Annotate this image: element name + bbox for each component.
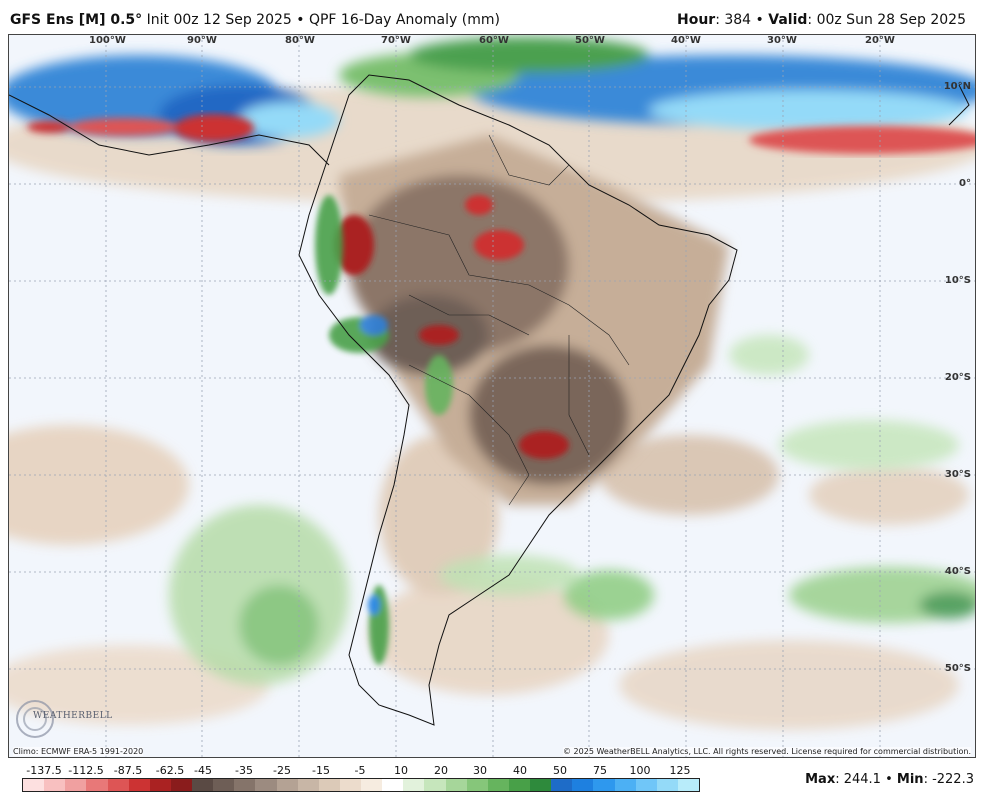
lon-label: 40°W	[671, 35, 701, 46]
colorbar-swatch	[255, 779, 277, 791]
colorbar-swatch	[614, 779, 636, 791]
map-title: GFS Ens [M] 0.5° Init 00z 12 Sep 2025 • …	[10, 12, 500, 28]
colorbar	[22, 778, 700, 792]
colorbar-tick: 10	[394, 764, 408, 777]
colorbar-swatch	[192, 779, 214, 791]
colorbar-tick: -137.5	[26, 764, 62, 777]
colorbar-swatch	[508, 779, 530, 791]
colorbar-swatch	[297, 779, 319, 791]
lon-label: 80°W	[285, 35, 315, 46]
colorbar-ticks: -137.5 -112.5 -87.5 -62.5 -45 -35 -25 -1…	[22, 764, 702, 778]
colorbar-swatch	[530, 779, 552, 791]
lat-label: 20°S	[944, 372, 971, 383]
min-value: -222.3	[932, 772, 974, 787]
colorbar-tick: -62.5	[155, 764, 185, 777]
precip-anomaly-map[interactable]: 100°W 90°W 80°W 70°W 60°W 50°W 40°W 30°W…	[8, 34, 976, 758]
colorbar-tick: -5	[354, 764, 366, 777]
colorbar-tick: 20	[434, 764, 448, 777]
colorbar-swatch	[318, 779, 340, 791]
colorbar-swatch	[635, 779, 657, 791]
lat-label: 10°N	[943, 81, 971, 92]
colorbar-swatch	[656, 779, 678, 791]
colorbar-swatch	[403, 779, 425, 791]
lon-label: 60°W	[479, 35, 509, 46]
colorbar-swatch	[23, 779, 45, 791]
colorbar-swatch	[44, 779, 66, 791]
colorbar-tick: -87.5	[113, 764, 143, 777]
model-name: GFS Ens [M] 0.5	[10, 12, 136, 28]
colorbar-swatch	[593, 779, 615, 791]
weatherbell-logo: WEATHERBELL	[13, 697, 123, 739]
colorbar-tick: 30	[473, 764, 487, 777]
lon-label: 90°W	[187, 35, 217, 46]
colorbar-tick: 50	[553, 764, 567, 777]
climo-credit: Climo: ECMWF ERA-5 1991-2020	[13, 747, 144, 756]
colorbar-swatch	[213, 779, 235, 791]
colorbar-swatch	[128, 779, 150, 791]
colorbar-swatch	[445, 779, 467, 791]
colorbar-tick: 100	[629, 764, 651, 777]
lat-label: 10°S	[944, 275, 971, 286]
lon-label: 50°W	[575, 35, 605, 46]
lon-label: 100°W	[89, 35, 126, 46]
colorbar-tick: 75	[593, 764, 607, 777]
colorbar-swatch	[466, 779, 488, 791]
lon-label: 20°W	[865, 35, 895, 46]
lat-label: 0°	[959, 178, 971, 189]
colorbar-swatch	[487, 779, 509, 791]
colorbar-tick: -15	[312, 764, 330, 777]
colorbar-swatch	[424, 779, 446, 791]
colorbar-tick: -25	[273, 764, 291, 777]
map-canvas	[9, 35, 975, 757]
colorbar-swatch	[234, 779, 256, 791]
valid-time: Hour: 384 • Valid: 00z Sun 28 Sep 2025	[676, 12, 966, 28]
lat-label: 30°S	[944, 469, 971, 480]
colorbar-swatch	[276, 779, 298, 791]
product-name: QPF 16-Day Anomaly (mm)	[308, 12, 500, 28]
colorbar-swatch	[361, 779, 383, 791]
colorbar-swatch	[65, 779, 87, 791]
colorbar-swatch	[551, 779, 573, 791]
lon-label: 30°W	[767, 35, 797, 46]
copyright-credit: © 2025 WeatherBELL Analytics, LLC. All r…	[563, 747, 971, 756]
max-min-readout: Max: 244.1 • Min: -222.3	[805, 772, 974, 787]
colorbar-tick: 40	[513, 764, 527, 777]
colorbar-swatch	[107, 779, 129, 791]
colorbar-swatch	[339, 779, 361, 791]
init-time: Init 00z 12 Sep 2025	[146, 12, 292, 28]
colorbar-swatch	[382, 779, 404, 791]
colorbar-tick: -45	[194, 764, 212, 777]
logo-swirl-icon	[16, 700, 54, 738]
colorbar-tick: -112.5	[68, 764, 104, 777]
lat-label: 40°S	[944, 566, 971, 577]
colorbar-tick: 125	[669, 764, 691, 777]
lon-label: 70°W	[381, 35, 411, 46]
colorbar-swatch	[86, 779, 108, 791]
max-value: 244.1	[843, 772, 881, 787]
colorbar-swatch	[170, 779, 192, 791]
colorbar-swatch	[677, 779, 699, 791]
colorbar-tick: -35	[235, 764, 253, 777]
colorbar-swatch	[572, 779, 594, 791]
colorbar-swatch	[149, 779, 171, 791]
lat-label: 50°S	[944, 663, 971, 674]
